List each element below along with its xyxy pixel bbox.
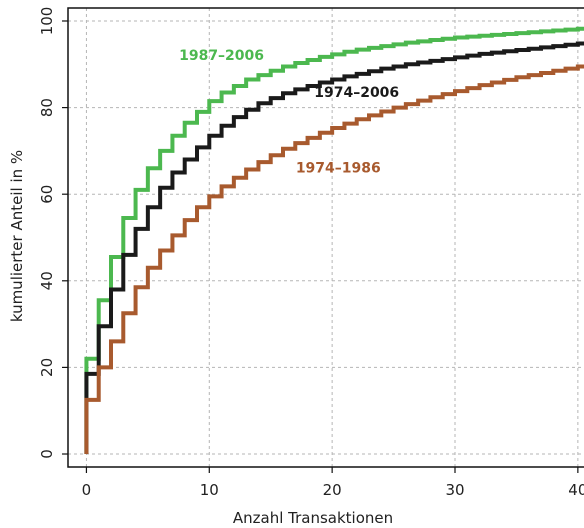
x-tick-label: 20 — [323, 481, 342, 499]
series-line-1 — [84, 41, 584, 455]
series-labels: 1987–2006 1974–2006 1974–1986 — [179, 48, 399, 177]
x-axis-title: Anzahl Transaktionen — [233, 509, 393, 527]
y-tick-label: 100 — [38, 7, 56, 36]
y-axis-title: kumulierter Anteil in % — [8, 150, 26, 322]
x-tick-label: 40 — [568, 481, 584, 499]
x-tick-label: 30 — [445, 481, 464, 499]
y-tick-label: 40 — [38, 271, 56, 290]
x-tick-label: 10 — [200, 481, 219, 499]
y-axis: 0 20 40 60 80 100 — [38, 7, 68, 459]
y-tick-label: 0 — [38, 449, 56, 459]
y-tick-label: 20 — [38, 358, 56, 377]
y-tick-label: 80 — [38, 98, 56, 117]
series-line-2 — [84, 64, 584, 455]
x-tick-label: 0 — [82, 481, 92, 499]
series-label-0: 1987–2006 — [179, 48, 264, 64]
grid — [68, 8, 584, 467]
plot-frame — [67, 7, 584, 468]
y-tick-label: 60 — [38, 185, 56, 204]
series-label-1: 1974–2006 — [314, 85, 399, 101]
series-label-2: 1974–1986 — [296, 161, 381, 177]
series-line-0 — [84, 26, 584, 455]
x-axis: 0 10 20 30 40 — [82, 467, 584, 499]
series-lines — [84, 26, 584, 455]
